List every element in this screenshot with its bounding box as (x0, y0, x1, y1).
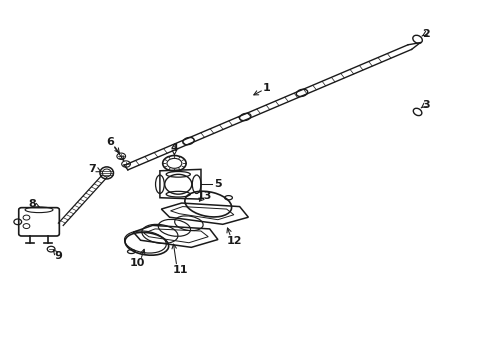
Text: 11: 11 (173, 265, 188, 275)
Text: 10: 10 (129, 258, 144, 268)
Text: 13: 13 (197, 191, 212, 201)
Text: 7: 7 (88, 164, 96, 174)
Text: 2: 2 (421, 28, 429, 39)
Text: 8: 8 (28, 199, 36, 209)
Text: 6: 6 (106, 137, 114, 147)
Text: 3: 3 (421, 99, 429, 109)
Text: 1: 1 (262, 83, 269, 93)
Text: 12: 12 (226, 236, 242, 246)
Text: 4: 4 (170, 143, 178, 153)
Text: 5: 5 (214, 179, 221, 189)
Text: 9: 9 (54, 251, 62, 261)
